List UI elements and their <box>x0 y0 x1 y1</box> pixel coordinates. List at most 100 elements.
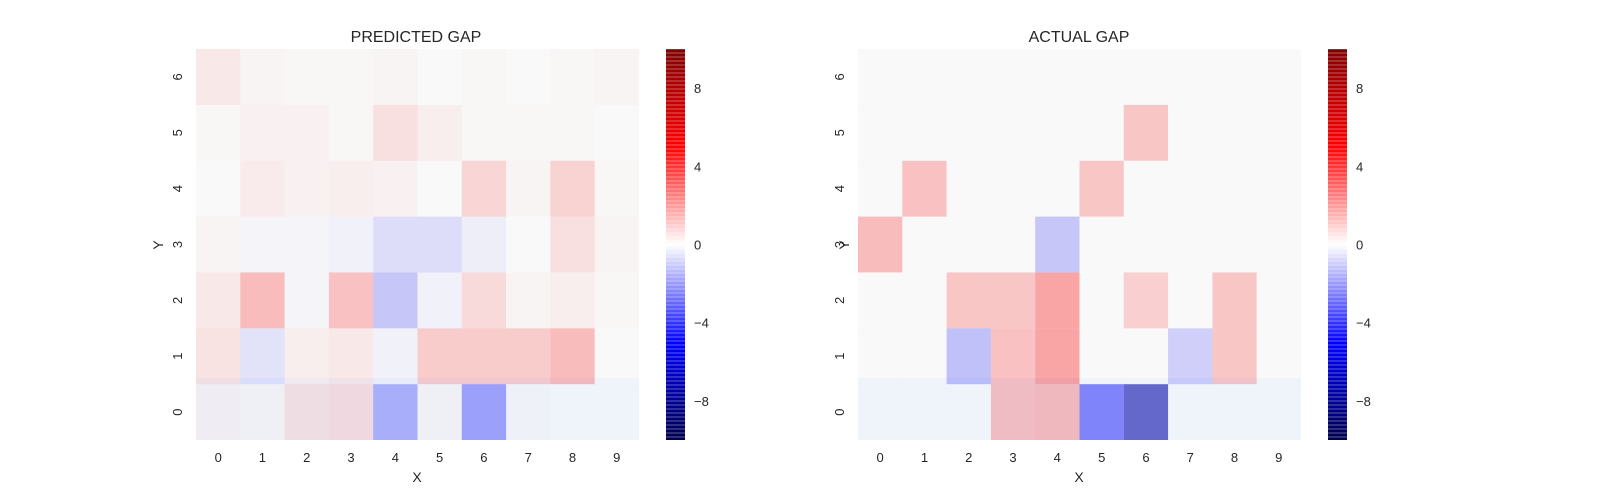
heatmap-cell <box>990 160 1036 217</box>
heatmap-cells <box>196 49 639 440</box>
y-tick-labels: 0 1 2 3 4 5 6 <box>832 73 847 415</box>
y-tick-label: 3 <box>170 241 185 248</box>
y-tick-labels: 0 1 2 3 4 5 6 <box>170 73 185 415</box>
y-tick-label: 2 <box>832 297 847 304</box>
heatmap-cell <box>1168 216 1213 273</box>
x-tick-label: 1 <box>259 450 266 465</box>
y-tick-label: 5 <box>170 129 185 136</box>
heatmap-cell <box>284 104 329 161</box>
heatmap-cell <box>550 104 595 161</box>
heatmap-cell <box>196 216 241 273</box>
y-tick-label: 3 <box>832 241 847 248</box>
heatmap-cell <box>902 216 947 273</box>
heatmap-cell <box>328 328 374 385</box>
heatmap-cell <box>550 216 595 273</box>
heatmap-cell <box>328 384 374 440</box>
heatmap-cell <box>946 104 991 161</box>
heatmap-cell <box>328 216 374 273</box>
heatmap-cell <box>1035 328 1080 385</box>
heatmap-cell <box>461 104 507 161</box>
heatmap-cell <box>1035 104 1080 161</box>
heatmap-cell <box>417 104 462 161</box>
y-axis-label: Y <box>150 240 166 250</box>
x-tick-label: 0 <box>215 450 222 465</box>
heatmap-cell <box>550 49 595 105</box>
heatmap-cell <box>946 160 991 217</box>
heatmap-cell <box>550 328 595 385</box>
heatmap-cell <box>417 49 462 105</box>
heatmap-cell <box>461 328 507 385</box>
heatmap-cell <box>284 272 329 329</box>
heatmap-cell <box>240 104 285 161</box>
y-tick-label: 4 <box>832 185 847 192</box>
heatmap-cell <box>990 104 1036 161</box>
heatmap-cell <box>902 104 947 161</box>
heatmap-cell <box>946 49 991 105</box>
heatmap-cells <box>858 49 1301 440</box>
colorbar-tick-label: 4 <box>694 159 701 174</box>
heatmap-cell <box>461 384 507 440</box>
heatmap-cell <box>594 216 639 273</box>
heatmap-cell <box>946 328 991 385</box>
x-tick-label: 4 <box>392 450 399 465</box>
heatmap-cell <box>1256 49 1301 105</box>
colorbar-tick-label: −8 <box>1356 394 1371 409</box>
heatmap-cell <box>990 328 1036 385</box>
heatmap-cell <box>1256 216 1301 273</box>
heatmap-cell <box>594 49 639 105</box>
heatmap-cell <box>858 49 903 105</box>
heatmap-cell <box>1168 49 1213 105</box>
colorbar-stripes <box>1328 49 1347 440</box>
colorbar-tick-label: 8 <box>694 81 701 96</box>
x-tick-label: 3 <box>347 450 354 465</box>
heatmap-cell <box>1168 104 1213 161</box>
heatmap-cell <box>1212 328 1257 385</box>
heatmap-cell <box>328 104 374 161</box>
x-tick-label: 7 <box>1187 450 1194 465</box>
y-tick-label: 0 <box>832 408 847 415</box>
heatmap-cell <box>417 160 462 217</box>
heatmap-cell <box>1212 384 1257 440</box>
colorbar-tick-label: 0 <box>694 238 701 253</box>
heatmap-cell <box>284 216 329 273</box>
x-tick-labels: 0 1 2 3 4 5 6 7 8 9 <box>876 450 1282 465</box>
heatmap-cell <box>240 384 285 440</box>
chart-title: ACTUAL GAP <box>1029 29 1130 46</box>
heatmap-cell <box>1168 272 1213 329</box>
heatmap-cell <box>902 49 947 105</box>
x-tick-label: 5 <box>436 450 443 465</box>
heatmap-cell <box>373 160 418 217</box>
heatmap-cell <box>1212 216 1257 273</box>
heatmap-cell <box>1123 384 1169 440</box>
heatmap-cell <box>1079 328 1124 385</box>
heatmap-cell <box>858 160 903 217</box>
heatmap-cell <box>550 384 595 440</box>
heatmap-cell <box>1079 272 1124 329</box>
x-tick-label: 5 <box>1098 450 1105 465</box>
heatmap-cell <box>506 216 551 273</box>
heatmap-cell <box>990 384 1036 440</box>
heatmap-cell <box>1123 272 1169 329</box>
heatmap-cell <box>373 328 418 385</box>
heatmap-cell <box>506 328 551 385</box>
colorbar-tick-label: −4 <box>1356 316 1371 331</box>
heatmap-cell <box>858 328 903 385</box>
x-tick-label: 7 <box>525 450 532 465</box>
heatmap-cell <box>1168 160 1213 217</box>
colorbar-tick-labels: 8 4 0 −4 −8 <box>694 81 709 409</box>
heatmap-cell <box>196 160 241 217</box>
heatmap-cell <box>328 160 374 217</box>
heatmap-cell <box>1212 272 1257 329</box>
heatmap-cell <box>594 160 639 217</box>
heatmap-cell <box>1123 104 1169 161</box>
heatmap-cell <box>417 216 462 273</box>
colorbar-tick-label: −4 <box>694 316 709 331</box>
heatmap-cell <box>1123 216 1169 273</box>
colorbar: 8 4 0 −4 −8 <box>666 49 709 440</box>
heatmap-cell <box>902 328 947 385</box>
heatmap-cell <box>506 49 551 105</box>
heatmap-cell <box>1256 272 1301 329</box>
colorbar-tick-label: −8 <box>694 394 709 409</box>
